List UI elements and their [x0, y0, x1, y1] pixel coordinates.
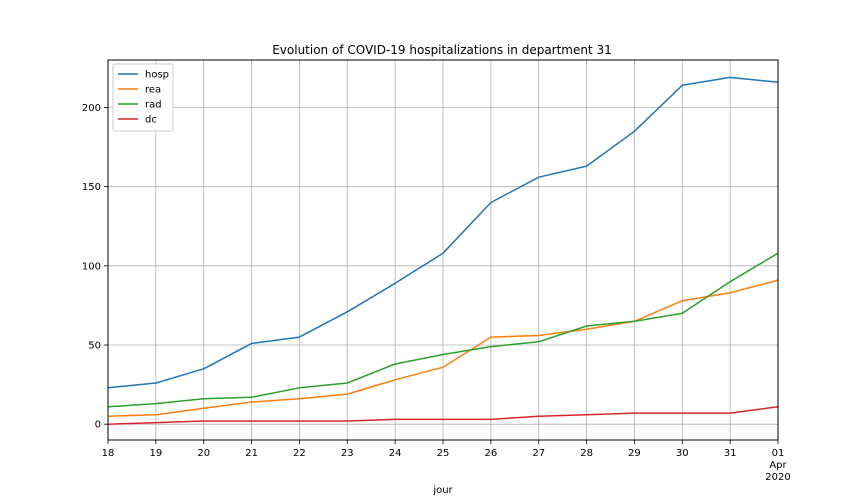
x-tick-label: 18: [102, 448, 115, 459]
x-tick-label: 28: [580, 448, 593, 459]
legend-label-hosp: hosp: [145, 70, 169, 81]
x-tick-label: 19: [149, 448, 162, 459]
legend-label-rea: rea: [145, 85, 161, 96]
y-tick-label: 150: [82, 182, 101, 193]
grid: [107, 60, 779, 440]
x-tick-label: 26: [484, 448, 497, 459]
y-tick-label: 100: [82, 261, 101, 272]
series-line-rea: [107, 279, 779, 418]
legend-label-dc: dc: [145, 115, 157, 126]
x-axis-label: jour: [432, 485, 453, 496]
series-lines: [107, 76, 779, 425]
x-tick-label: 31: [724, 448, 737, 459]
chart-title: Evolution of COVID-19 hospitalizations i…: [272, 43, 612, 57]
x-tick-label: 24: [389, 448, 402, 459]
series-line-hosp: [107, 76, 779, 389]
legend-label-rad: rad: [145, 100, 162, 111]
x-tick-label: 29: [628, 448, 641, 459]
x-tick-label: 23: [341, 448, 354, 459]
x-tick-label: 21: [245, 448, 258, 459]
y-tick-label: 0: [95, 420, 101, 431]
series-line-dc: [107, 406, 779, 425]
x-tick-label: 22: [293, 448, 306, 459]
y-tick-label: 50: [88, 341, 101, 352]
x-tick-label: 01: [772, 448, 785, 459]
series-line-rad: [107, 252, 779, 408]
legend: hosp rea rad dc: [112, 63, 174, 132]
legend-box: [112, 63, 174, 132]
y-tick-label: 200: [82, 103, 101, 114]
x-secondary-label: 2020: [765, 472, 790, 483]
x-secondary-label: Apr: [769, 460, 787, 471]
x-tick-label: 20: [197, 448, 210, 459]
y-axis: 0 50 100 150 200: [82, 103, 108, 431]
x-tick-label: 25: [437, 448, 450, 459]
x-tick-label: 27: [532, 448, 545, 459]
x-tick-label: 30: [676, 448, 689, 459]
